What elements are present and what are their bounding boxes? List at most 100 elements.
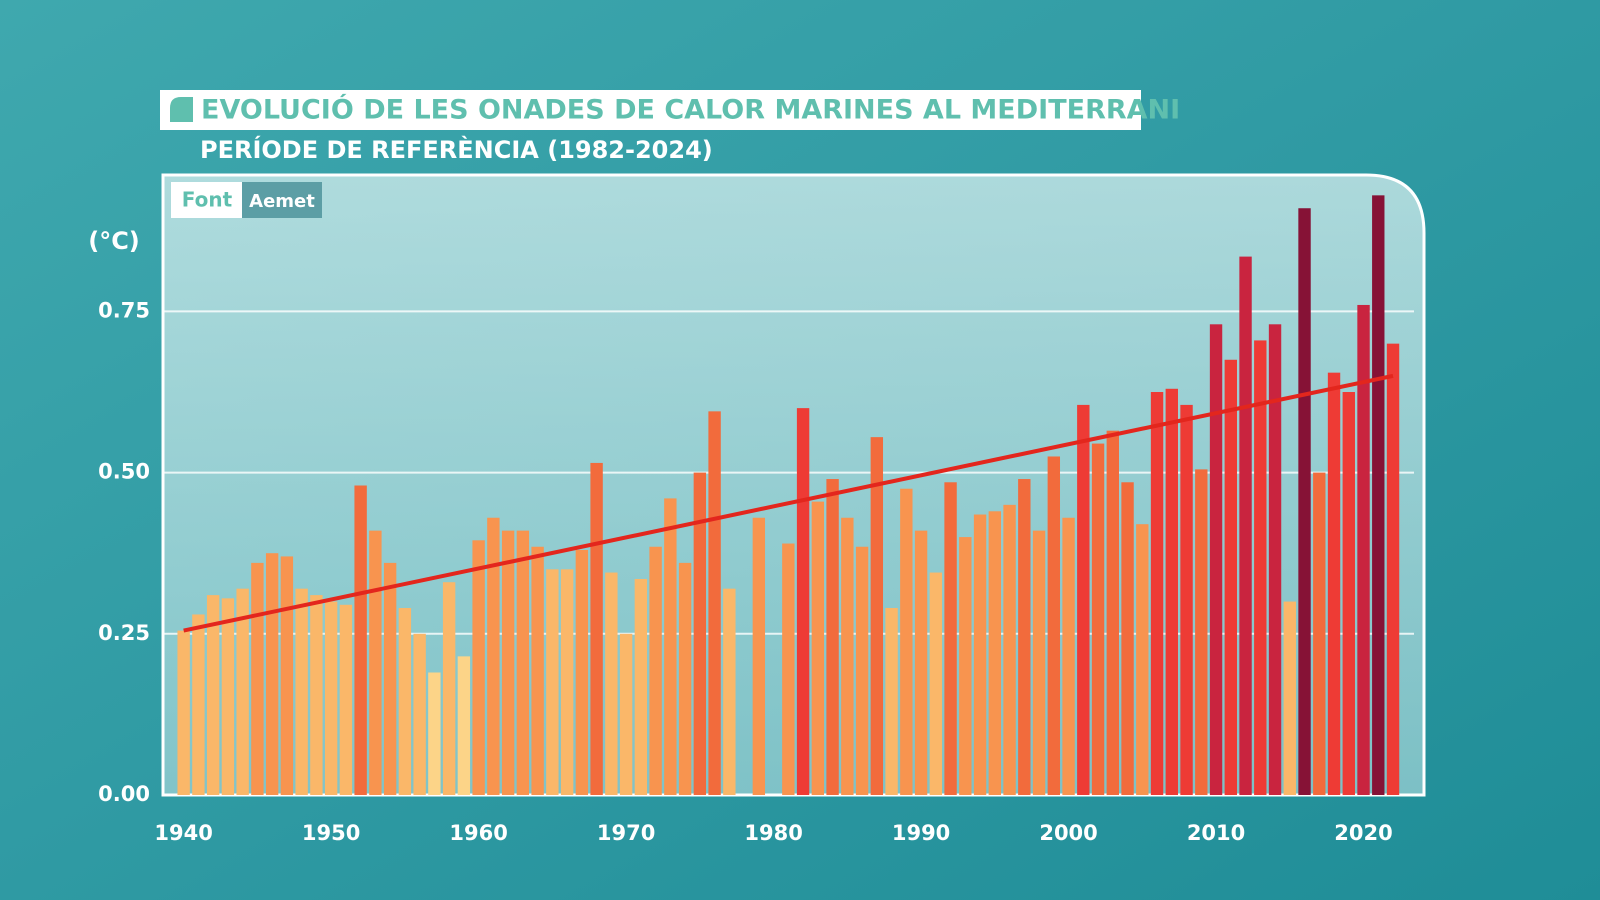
bar	[1327, 372, 1341, 795]
y-tick-label: 0.75	[98, 298, 150, 322]
bar	[575, 549, 589, 795]
bar	[369, 530, 382, 795]
bar	[619, 633, 633, 795]
bar	[914, 530, 928, 795]
bar	[664, 498, 677, 795]
bar	[900, 488, 913, 795]
x-tick-label: 1960	[449, 821, 507, 845]
bar	[841, 517, 854, 795]
bar	[442, 582, 456, 795]
source-box	[242, 182, 322, 218]
x-tick-label: 1950	[302, 821, 360, 845]
bar	[855, 546, 869, 795]
bar	[1209, 324, 1223, 795]
bar	[501, 530, 515, 795]
y-tick-label: 0.25	[98, 621, 150, 645]
bar	[339, 604, 353, 795]
bar	[1357, 304, 1370, 795]
y-tick-label: 0.50	[98, 460, 150, 484]
bar	[944, 482, 957, 795]
trend-line	[183, 373, 1394, 633]
bar	[354, 485, 367, 795]
bar	[973, 514, 987, 795]
y-axis-label: (°C)	[88, 227, 140, 255]
bar	[796, 408, 810, 795]
bar	[1239, 256, 1252, 795]
x-tick-label: 1940	[154, 821, 212, 845]
bar	[546, 569, 559, 795]
x-tick-label: 2000	[1039, 821, 1097, 845]
bar	[1150, 392, 1164, 795]
x-tick-label: 1990	[892, 821, 950, 845]
bar	[1106, 430, 1120, 795]
bar	[1077, 404, 1090, 795]
bar	[1342, 392, 1355, 795]
bar	[708, 411, 721, 795]
bar	[1032, 530, 1046, 795]
bar	[472, 540, 485, 795]
bar	[693, 472, 707, 795]
bar	[1283, 601, 1296, 795]
bar	[1121, 482, 1134, 795]
bar	[295, 588, 308, 795]
bar	[752, 517, 766, 795]
bar	[885, 608, 898, 795]
bar	[457, 656, 471, 795]
bar	[723, 588, 736, 795]
bar	[959, 537, 972, 795]
bar	[929, 572, 943, 795]
bar	[1254, 340, 1267, 795]
bar	[560, 569, 574, 795]
bar	[605, 572, 618, 795]
bar	[1091, 443, 1105, 795]
bar	[1136, 524, 1149, 795]
bar	[236, 588, 249, 795]
bar	[1298, 208, 1311, 796]
bar	[870, 437, 884, 795]
bar	[206, 595, 220, 795]
bar	[265, 553, 279, 795]
bar	[516, 530, 530, 795]
bar	[531, 546, 544, 795]
bar	[398, 608, 412, 795]
bar	[192, 614, 205, 795]
title-box	[160, 90, 1141, 130]
x-tick-label: 1980	[744, 821, 802, 845]
bar	[1003, 504, 1016, 795]
bar	[383, 562, 397, 795]
bar	[221, 598, 235, 795]
y-tick-label: 0.00	[98, 782, 150, 806]
bar	[177, 630, 190, 795]
source-label: Font	[182, 188, 233, 212]
bar	[1165, 388, 1178, 795]
bar	[1372, 195, 1385, 795]
x-tick-label: 2020	[1334, 821, 1392, 845]
bar	[280, 556, 294, 795]
x-tick-label: 2010	[1187, 821, 1245, 845]
bar	[1386, 343, 1400, 795]
bar	[1062, 517, 1075, 795]
bar	[634, 578, 648, 795]
x-tick-label: 1970	[597, 821, 655, 845]
title-icon	[170, 97, 193, 122]
bar	[590, 462, 603, 795]
bar	[1018, 479, 1031, 795]
bar	[324, 601, 338, 795]
bar	[1047, 456, 1061, 795]
source: Aemet	[249, 191, 315, 212]
bar	[811, 501, 825, 795]
bar	[1268, 324, 1282, 795]
bar	[413, 633, 426, 795]
bar	[310, 595, 323, 795]
bar	[826, 479, 839, 795]
bar	[1180, 404, 1193, 795]
bar	[1195, 469, 1208, 795]
source-label-box	[171, 182, 242, 218]
bar	[1313, 472, 1326, 795]
bar	[988, 511, 1002, 795]
chart-subtitle: PERÍODE DE REFERÈNCIA (1982-2024)	[200, 135, 713, 164]
bar	[782, 543, 795, 795]
chart-title: EVOLUCIÓ DE LES ONADES DE CALOR MARINES …	[201, 94, 1180, 126]
bar	[428, 672, 441, 795]
